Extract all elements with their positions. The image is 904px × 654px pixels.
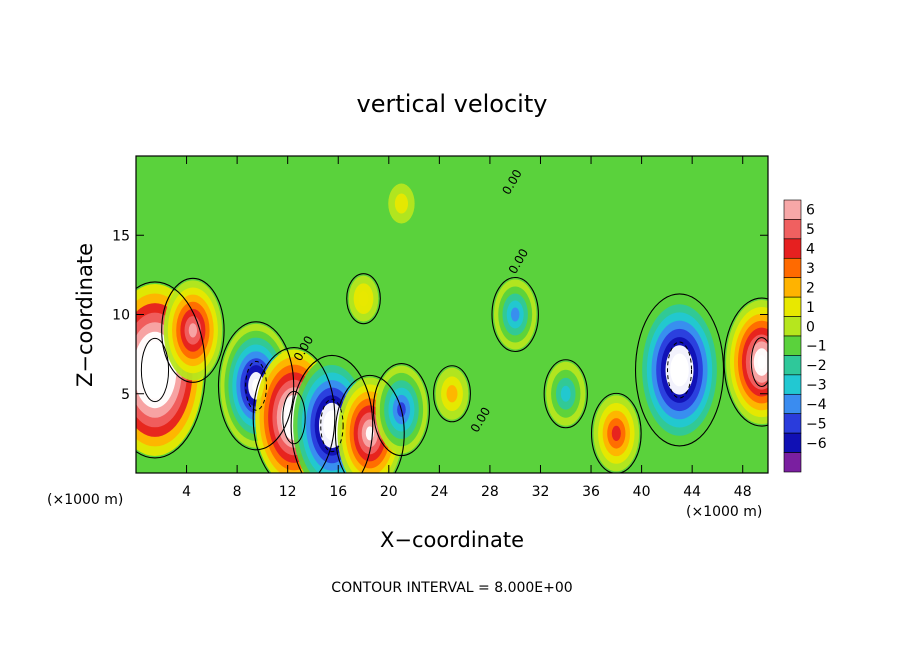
x-tick-label-4: 4 <box>182 484 191 500</box>
vertical-velocity-field <box>136 156 768 473</box>
field-cell-9-3 <box>560 385 571 402</box>
field-cell-8-4 <box>510 307 520 322</box>
colorbar-swatch-1 <box>783 219 802 240</box>
field-cell-1-6 <box>188 323 198 338</box>
colorbar-tick-0: 6 <box>806 203 815 219</box>
zero-contour-3 <box>252 346 336 473</box>
field-cell-0-8 <box>149 360 161 380</box>
x-tick-label-32: 32 <box>532 484 550 500</box>
colorbar-tick-6: 0 <box>806 319 815 335</box>
zero-contour-0 <box>136 281 206 459</box>
y-axis-label: Z−coordinate <box>73 243 97 387</box>
colorbar-swatch-8 <box>783 355 802 376</box>
x-tick-label-48: 48 <box>734 484 752 500</box>
colorbar-swatch-3 <box>783 257 802 279</box>
zero-contour-5 <box>334 374 405 473</box>
colorbar-swatch-5 <box>783 296 802 317</box>
inner-contour-0 <box>140 337 170 403</box>
y-axis-ticks: 5 10 15 <box>112 228 768 403</box>
field-cell-7-2 <box>446 385 458 403</box>
x-axis-label: X−coordinate <box>380 528 524 552</box>
zero-contour-6 <box>372 363 430 457</box>
zero-contour-2 <box>217 321 295 451</box>
y-tick-label-10: 10 <box>112 308 130 324</box>
zero-contour-14 <box>346 273 381 325</box>
y-unit-label: (×1000 m) <box>47 492 123 508</box>
zero-contour-11 <box>634 293 725 447</box>
x-unit-label: (×1000 m) <box>686 504 762 520</box>
colorbar-tick-9: −3 <box>806 378 827 394</box>
x-tick-label-8: 8 <box>233 484 242 500</box>
x-tick-label-36: 36 <box>582 484 600 500</box>
chart-title: vertical velocity <box>357 90 548 118</box>
zero-contour-10 <box>590 392 642 473</box>
colorbar-swatch-7 <box>783 335 802 356</box>
x-tick-label-24: 24 <box>430 484 448 500</box>
field-cell-10-4 <box>611 425 621 441</box>
field-cell-14-2 <box>358 290 369 307</box>
colorbar-tick-5: 1 <box>806 300 815 316</box>
colorbar-tick-11: −5 <box>806 416 827 432</box>
x-tick-label-28: 28 <box>481 484 499 500</box>
colorbar-tick-1: 5 <box>806 222 815 238</box>
colorbar-swatch-6 <box>783 316 802 337</box>
colorbar-tick-3: 3 <box>806 261 815 277</box>
x-axis-ticks: 4 8 12 16 20 24 28 32 36 40 44 48 <box>182 156 752 500</box>
y-tick-label-15: 15 <box>112 228 130 244</box>
zero-contour-1 <box>161 277 225 383</box>
y-tick-label-5: 5 <box>121 387 130 403</box>
zero-contour-8 <box>491 276 539 353</box>
colorbar-swatch-10 <box>783 393 802 415</box>
colorbar-tick-4: 2 <box>806 280 815 296</box>
colorbar-swatch-4 <box>783 277 802 298</box>
inner-contour-11 <box>667 341 693 399</box>
zero-contour-12 <box>723 297 768 427</box>
inner-contour-12 <box>750 337 768 387</box>
contour-interval-note: CONTOUR INTERVAL = 8.000E+00 <box>331 580 572 596</box>
inner-contour-2 <box>245 360 267 411</box>
colorbar-swatch-11 <box>783 413 802 434</box>
x-tick-label-20: 20 <box>380 484 398 500</box>
field-cell-12-8 <box>757 355 766 369</box>
colorbar-swatch-13 <box>783 452 802 473</box>
colorbar-tick-8: −2 <box>806 358 827 374</box>
field-cell-11-8 <box>674 361 685 379</box>
colorbar: 6 5 4 3 2 1 0 −1 −2 −3 −4 −5 −6 <box>783 199 827 473</box>
colorbar-tick-7: −1 <box>806 339 827 355</box>
x-tick-label-44: 44 <box>683 484 701 500</box>
colorbar-swatch-12 <box>783 432 802 453</box>
colorbar-swatch-9 <box>783 374 802 395</box>
colorbar-swatch-2 <box>783 238 802 259</box>
colorbar-swatch-0 <box>783 199 802 220</box>
colorbar-tick-2: 4 <box>806 242 815 258</box>
x-tick-label-16: 16 <box>329 484 347 500</box>
zero-contour-9 <box>543 359 588 429</box>
zero-contour-7 <box>433 365 471 423</box>
x-tick-label-12: 12 <box>279 484 297 500</box>
x-tick-label-40: 40 <box>633 484 651 500</box>
inner-contour-3 <box>282 390 306 445</box>
inner-contour-4 <box>320 398 344 453</box>
colorbar-tick-10: −4 <box>806 397 827 413</box>
field-cell-13-1 <box>394 193 409 214</box>
colorbar-tick-12: −6 <box>806 436 827 452</box>
zero-contour-4 <box>290 354 374 473</box>
